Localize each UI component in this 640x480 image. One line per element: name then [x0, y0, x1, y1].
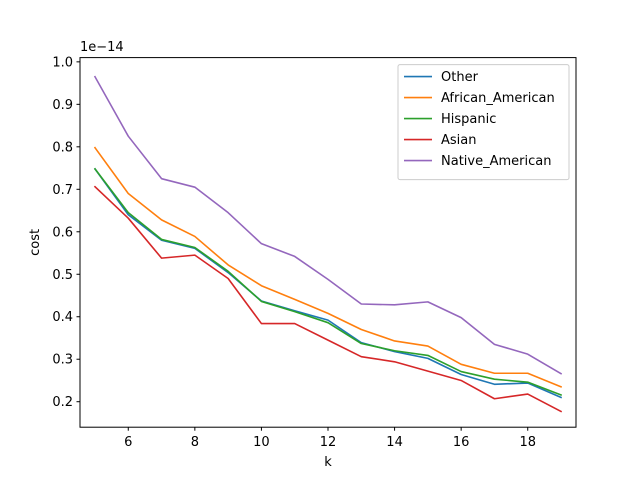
x-tick-label: 16 — [453, 435, 470, 450]
x-tick-label: 8 — [191, 435, 199, 450]
y-tick-label: 0.9 — [52, 98, 73, 113]
y-tick-label: 0.4 — [52, 310, 73, 325]
series-line-other — [93, 167, 563, 399]
y-tick-label: 0.6 — [52, 225, 73, 240]
x-axis: 6 8 10 12 14 16 18 — [124, 427, 536, 450]
series-line-hispanic — [93, 167, 563, 396]
x-tick-label: 10 — [253, 435, 270, 450]
x-tick-label: 18 — [519, 435, 536, 450]
x-tick-label: 12 — [320, 435, 337, 450]
legend-label-african-american: African_American — [441, 91, 555, 106]
legend-label-asian: Asian — [441, 133, 476, 148]
y-tick-label: 0.3 — [52, 353, 73, 368]
y-tick-label: 0.2 — [52, 395, 73, 410]
y-tick-label: 0.7 — [52, 183, 73, 198]
series-line-african-american — [93, 146, 563, 388]
legend-label-other: Other — [441, 70, 479, 85]
y-axis: 0.2 0.3 0.4 0.5 0.6 0.7 0.8 0.9 1.0 — [52, 55, 80, 410]
x-tick-label: 14 — [386, 435, 403, 450]
y-tick-label: 0.5 — [52, 268, 73, 283]
legend-label-native-american: Native_American — [441, 154, 551, 169]
series-line-asian — [93, 185, 563, 413]
plot-lines — [93, 75, 563, 413]
x-tick-label: 6 — [124, 435, 132, 450]
x-axis-label: k — [324, 455, 332, 470]
y-axis-label: cost — [28, 229, 43, 256]
legend-label-hispanic: Hispanic — [441, 112, 496, 127]
y-tick-label: 0.8 — [52, 140, 73, 155]
legend-frame — [397, 64, 570, 181]
y-tick-label: 1.0 — [52, 55, 73, 70]
series-line-native-american — [93, 75, 563, 375]
y-offset-label: 1e−14 — [80, 40, 124, 55]
legend: Other African_American Hispanic Asian Native… — [397, 64, 570, 181]
